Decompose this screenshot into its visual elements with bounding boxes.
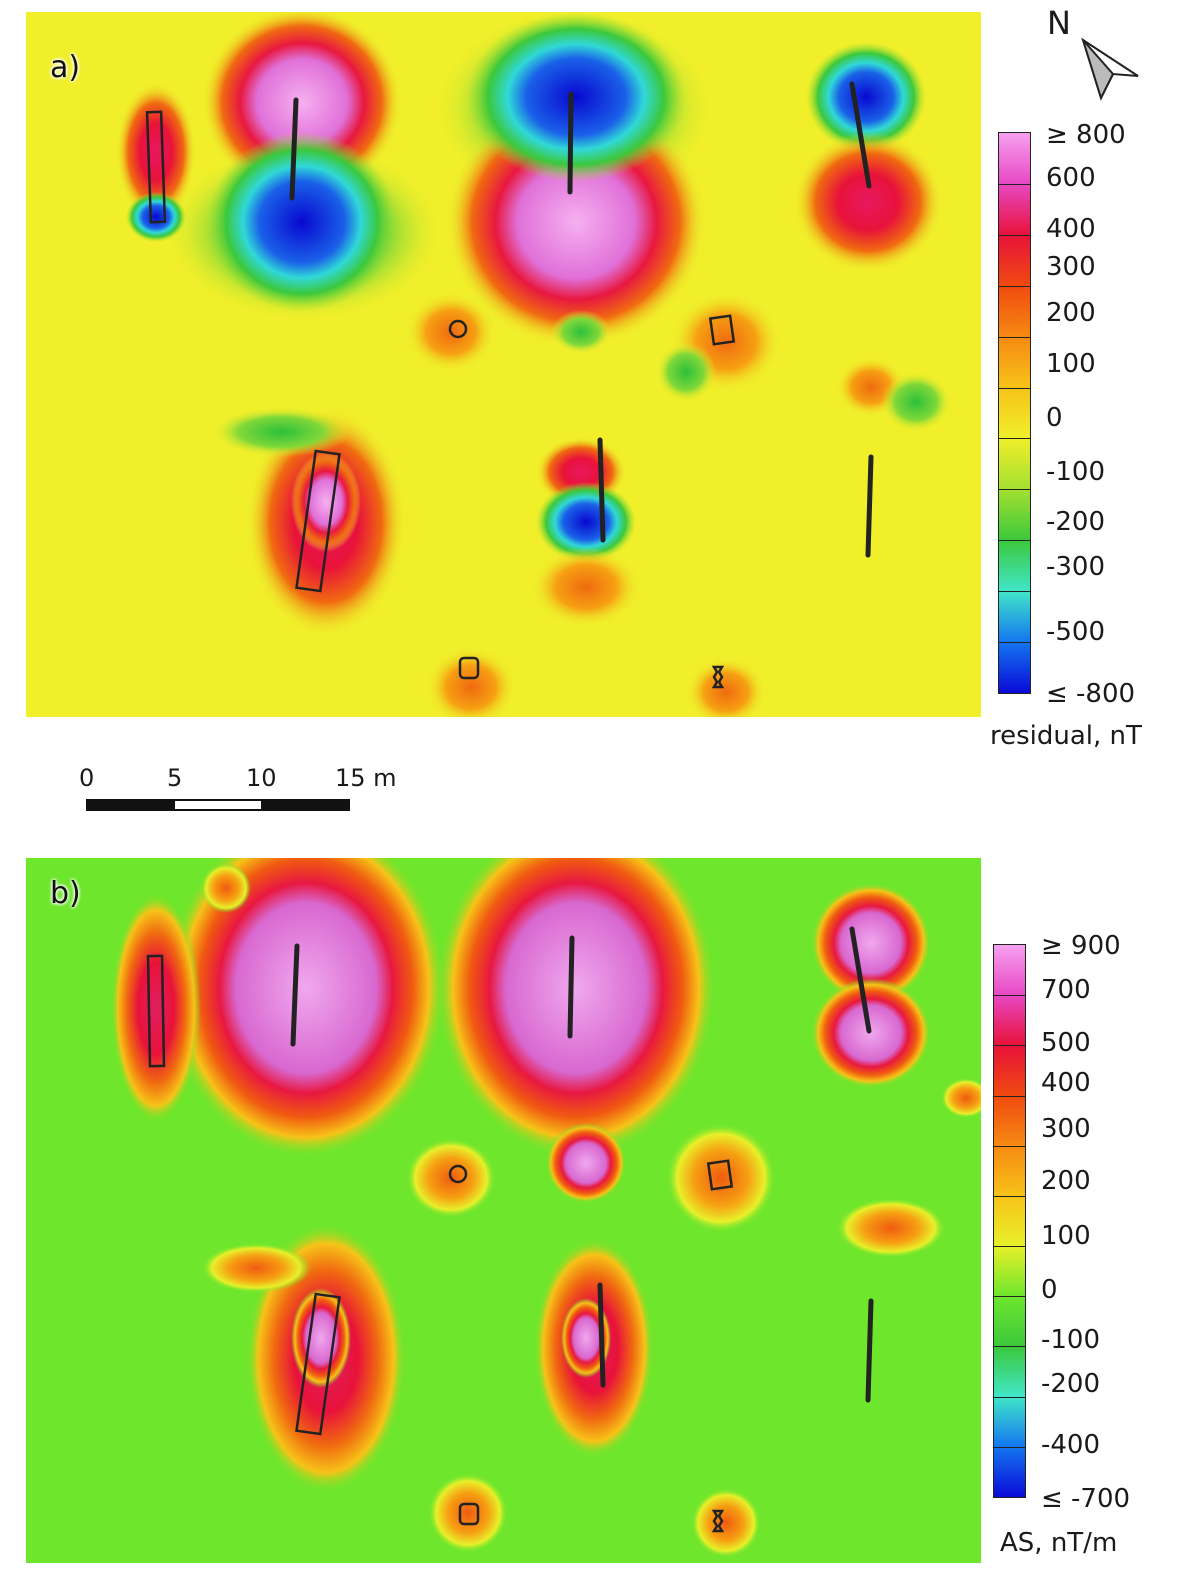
panel-label: b) (50, 876, 81, 911)
feature-circle (448, 1164, 468, 1184)
feature-square (708, 314, 736, 346)
colorbar-divider (993, 1195, 1026, 1197)
colorbar-tick-label: 100 (1041, 1221, 1091, 1251)
feature-rect (295, 1292, 341, 1436)
profile-line (849, 926, 872, 1034)
north-label: N (1047, 4, 1071, 42)
colorbar-divider (993, 1045, 1026, 1047)
colorbar-tick-label: 0 (1046, 403, 1063, 433)
colorbar-divider (998, 234, 1031, 236)
colorbar-divider (993, 1346, 1026, 1348)
colorbar-tick-label: 700 (1041, 975, 1091, 1005)
colorbar-tick-label: 500 (1041, 1028, 1091, 1058)
colorbar-divider (998, 642, 1031, 644)
analytic-signal-surface (26, 858, 981, 1563)
profile-line (865, 1298, 874, 1403)
residual-anomaly-map: a) (26, 12, 981, 717)
feature-square (458, 656, 480, 680)
colorbar-divider (993, 1145, 1026, 1147)
colorbar-residual (998, 132, 1031, 694)
colorbar-divider (998, 438, 1031, 440)
colorbar-tick-label: 200 (1041, 1166, 1091, 1196)
anomaly-blobs (111, 858, 981, 1558)
colorbar-divider (993, 1246, 1026, 1248)
feature-square (706, 1159, 734, 1191)
scale-bar-label: 0 (79, 764, 95, 792)
colorbar-tick-label: 300 (1046, 252, 1096, 282)
profile-line (597, 437, 606, 543)
colorbar-tick-label: -200 (1046, 507, 1106, 537)
profile-line (567, 935, 575, 1039)
feature-rect (145, 110, 167, 224)
scale-bar-graphic (86, 799, 350, 811)
analytic-signal-map: b) (26, 858, 981, 1563)
feature-square (458, 1502, 480, 1526)
colorbar-divider (998, 183, 1031, 185)
feature-outlines (146, 954, 734, 1533)
colorbar-tick-label: -100 (1046, 457, 1106, 487)
profile-line (865, 454, 874, 558)
colorbar-tick-label: -200 (1041, 1369, 1101, 1399)
feature-rect (295, 449, 341, 593)
scale-bar-label: 15 m (335, 764, 397, 792)
profile-line (290, 943, 300, 1047)
colorbar-divider (998, 387, 1031, 389)
colorbar-tick-label: 0 (1041, 1275, 1058, 1305)
scale-bar-label: 10 (246, 764, 277, 792)
colorbar-divider (998, 489, 1031, 491)
colorbar-tick-label: ≤ -800 (1046, 679, 1136, 709)
feature-rect (146, 954, 166, 1068)
colorbar-tick-label: 400 (1041, 1068, 1091, 1098)
colorbar-analytic-signal (993, 944, 1026, 1498)
colorbar-tick-label: -400 (1041, 1430, 1101, 1460)
feature-circle (448, 319, 468, 339)
colorbar-tick-label: -300 (1046, 552, 1106, 582)
colorbar-tick-label: 400 (1046, 214, 1096, 244)
colorbar-tick-label: ≥ 800 (1046, 120, 1126, 150)
colorbar-tick-label: 100 (1046, 349, 1096, 379)
profile-line (567, 91, 574, 195)
colorbar-tick-label: -100 (1041, 1325, 1101, 1355)
colorbar-divider (993, 995, 1026, 997)
colorbar-divider (993, 1296, 1026, 1298)
profile-line (597, 1282, 606, 1388)
colorbar-tick-label: 200 (1046, 298, 1096, 328)
profile-line (849, 81, 872, 189)
profile-lines (290, 926, 874, 1403)
feature-outlines (145, 110, 736, 689)
colorbar-tick-label: -500 (1046, 617, 1106, 647)
colorbar-tick-label: ≤ -700 (1041, 1484, 1131, 1514)
colorbar-divider (998, 591, 1031, 593)
colorbar-divider (998, 285, 1031, 287)
anomaly-blobs (116, 12, 951, 717)
residual-anomaly-surface (26, 12, 981, 717)
profile-line (289, 97, 299, 201)
colorbar-divider (998, 540, 1031, 542)
colorbar-divider (993, 1396, 1026, 1398)
colorbar-tick-label: 300 (1041, 1114, 1091, 1144)
panel-label: a) (50, 50, 81, 85)
profile-lines (289, 81, 874, 558)
colorbar-unit-label: residual, nT (990, 721, 1142, 751)
colorbar-divider (998, 336, 1031, 338)
north-arrow-icon (1081, 37, 1139, 101)
scale-bar-label: 5 (167, 764, 183, 792)
colorbar-tick-label: ≥ 900 (1041, 931, 1121, 961)
feature-zigzag (711, 665, 725, 689)
colorbar-unit-label: AS, nT/m (1000, 1528, 1118, 1558)
colorbar-tick-label: 600 (1046, 163, 1096, 193)
feature-zigzag (711, 1509, 725, 1533)
colorbar-divider (993, 1446, 1026, 1448)
colorbar-divider (993, 1095, 1026, 1097)
